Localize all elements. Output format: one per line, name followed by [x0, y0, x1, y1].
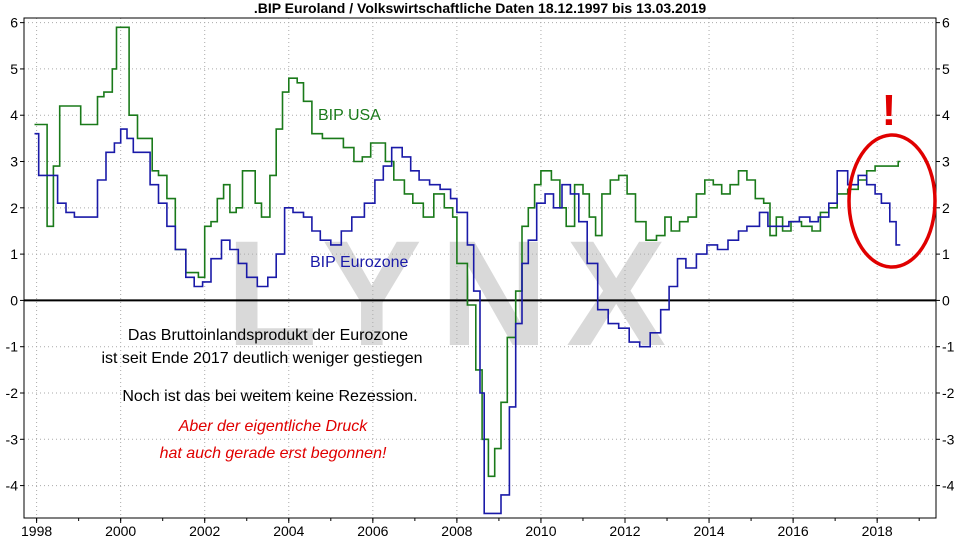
exclamation-mark: !	[882, 86, 897, 135]
y-tick-label-right: -3	[942, 431, 955, 447]
x-tick-label: 2008	[441, 523, 472, 539]
chart-title: .BIP Euroland / Volkswirtschaftliche Dat…	[254, 0, 707, 16]
y-axis-right: 6 5 4 3 2 1 0 -1 -2 -3 -4	[936, 15, 955, 494]
x-tick-label: 2006	[357, 523, 388, 539]
note-red-line-2: hat auch gerade erst begonnen!	[160, 445, 387, 462]
series-line-eurozone	[34, 128, 901, 515]
plot-frame	[23, 17, 937, 519]
highlight-circle	[847, 133, 937, 269]
y-tick-label-left: 0	[10, 292, 18, 308]
y-tick-label-left: -1	[6, 339, 19, 355]
x-tick-label: 2004	[273, 523, 304, 539]
y-tick-label-right: 6	[942, 15, 950, 31]
y-tick-label-left: -3	[6, 431, 19, 447]
y-tick-label-left: -4	[6, 478, 19, 494]
y-tick-label-left: 4	[10, 107, 18, 123]
y-tick-label-left: 6	[10, 15, 18, 31]
y-tick-label-left: 2	[10, 200, 18, 216]
y-tick-label-right: 3	[942, 154, 950, 170]
series-layer	[34, 26, 901, 515]
y-tick-label-right: -4	[942, 478, 955, 494]
note-line-1: Das Bruttoinlandsprodukt der Eurozone	[128, 327, 408, 344]
x-tick-label: 1998	[21, 523, 52, 539]
watermark-text: LYNX	[226, 209, 684, 377]
y-tick-label-left: 3	[10, 154, 18, 170]
x-tick-label: 2002	[189, 523, 220, 539]
y-tick-label-right: 2	[942, 200, 950, 216]
note-line-3: Noch ist das bei weitem keine Rezession.	[122, 388, 417, 405]
y-tick-label-right: 4	[942, 107, 950, 123]
y-tick-label-left: 1	[10, 246, 18, 262]
x-tick-label: 2000	[105, 523, 136, 539]
note-red-line-1: Aber der eigentliche Druck	[178, 418, 369, 435]
note-line-2: ist seit Ende 2017 deutlich weniger gest…	[101, 350, 422, 367]
x-tick-label: 2016	[778, 523, 809, 539]
x-tick-label: 2012	[609, 523, 640, 539]
x-tick-label: 2018	[862, 523, 893, 539]
series-label-usa: BIP USA	[318, 107, 381, 124]
y-tick-label-right: -2	[942, 385, 955, 401]
x-tick-label: 2014	[693, 523, 724, 539]
x-tick-label: 2010	[525, 523, 556, 539]
y-tick-label-right: 5	[942, 61, 950, 77]
y-tick-label-right: 0	[942, 292, 950, 308]
grid	[24, 18, 936, 518]
y-axis-left: 6 5 4 3 2 1 0 -1 -2 -3 -4	[6, 15, 24, 494]
y-tick-label-right: 1	[942, 246, 950, 262]
y-tick-label-left: -2	[6, 385, 19, 401]
y-tick-label-left: 5	[10, 61, 18, 77]
y-tick-label-right: -1	[942, 339, 955, 355]
series-label-eurozone: BIP Eurozone	[310, 254, 409, 271]
x-axis: 1998 2000 2002 2004 2006 2008 2010 2012 2014 2016…	[21, 518, 920, 539]
